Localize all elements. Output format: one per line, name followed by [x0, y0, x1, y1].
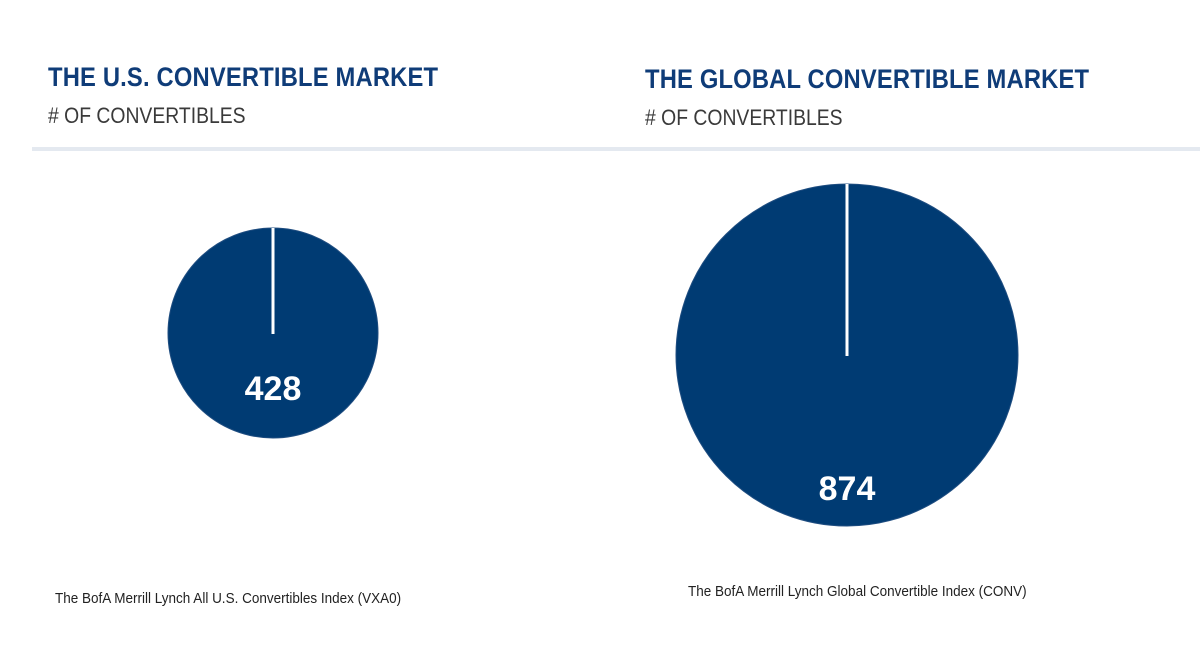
header-divider [32, 147, 1200, 151]
us-market-title: THE U.S. CONVERTIBLE MARKET [48, 62, 439, 92]
global-convertibles-pie: 874 [675, 183, 1019, 527]
global-market-subtitle: # OF CONVERTIBLES [645, 105, 843, 130]
us-pie-value-label: 428 [245, 370, 302, 408]
us-index-source: The BofA Merrill Lynch All U.S. Converti… [55, 590, 402, 607]
us-market-subtitle: # OF CONVERTIBLES [48, 103, 246, 128]
global-pie-value-label: 874 [819, 470, 876, 508]
global-index-source: The BofA Merrill Lynch Global Convertibl… [688, 583, 1027, 600]
global-market-title: THE GLOBAL CONVERTIBLE MARKET [645, 64, 1090, 94]
us-convertibles-pie: 428 [167, 227, 379, 439]
